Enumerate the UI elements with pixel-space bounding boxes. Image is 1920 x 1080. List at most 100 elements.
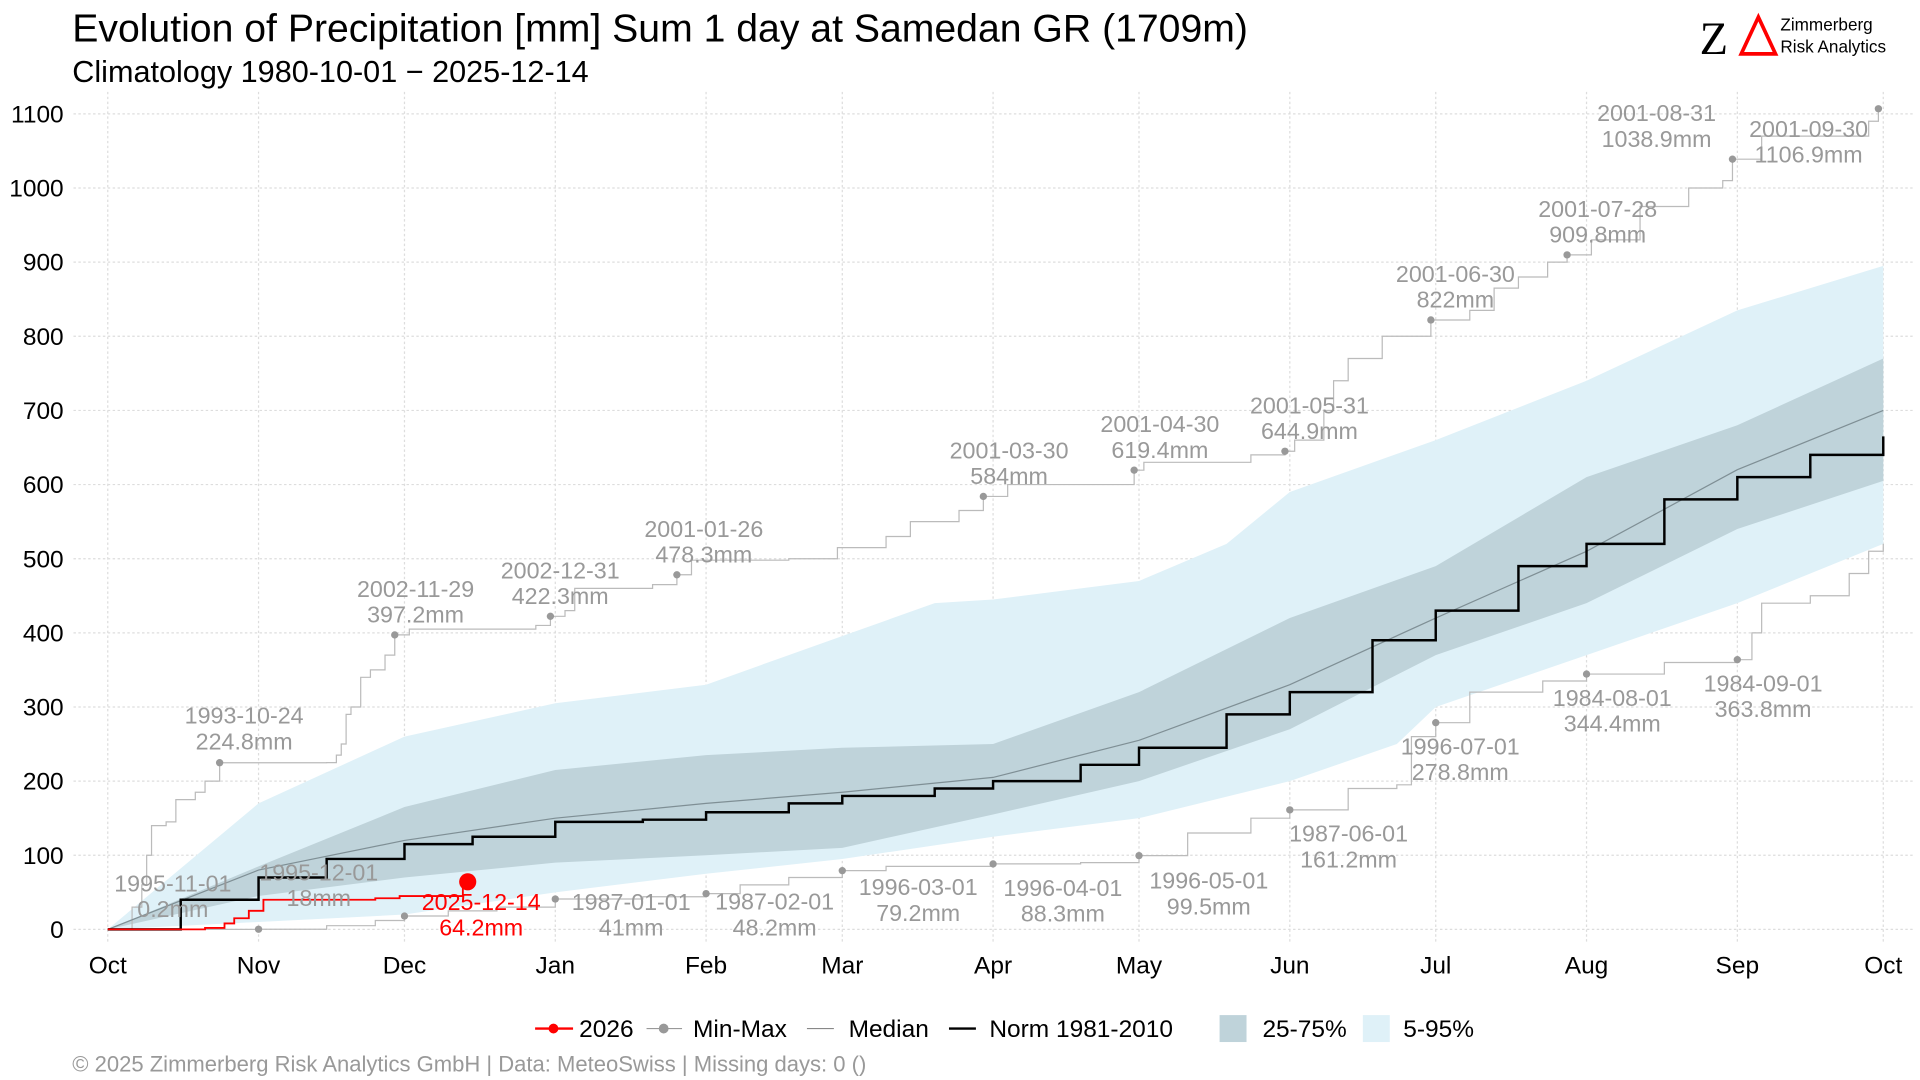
max-point <box>1563 251 1571 259</box>
points <box>215 105 1883 933</box>
y-tick-label: 500 <box>23 546 64 573</box>
min-line <box>107 543 1884 930</box>
x-tick-label: Apr <box>974 952 1012 979</box>
x-tick-label: Oct <box>89 952 127 979</box>
footer-credit: © 2025 Zimmerberg Risk Analytics GmbH | … <box>72 1051 866 1076</box>
max-label-value: 619.4mm <box>1111 437 1208 463</box>
x-tick-label: Nov <box>237 952 281 979</box>
min-label-value: 278.8mm <box>1412 759 1509 785</box>
max-line <box>107 108 1880 930</box>
min-point <box>551 895 559 903</box>
max-point <box>1874 105 1883 113</box>
min-label-value: 363.8mm <box>1715 696 1812 722</box>
current-line <box>107 881 469 931</box>
min-point <box>989 860 997 868</box>
legend-label: Median <box>849 1016 929 1043</box>
legend-item-5-95: 5-95% <box>1362 1015 1474 1043</box>
min-label-value: 18mm <box>286 885 351 911</box>
min-point <box>1135 851 1143 860</box>
max-point <box>391 631 399 639</box>
max-label-value: 1106.9mm <box>1755 142 1863 168</box>
y-tick-label: 1100 <box>11 101 64 128</box>
min-label-date: 1987-01-01 <box>572 889 691 915</box>
min-label-value: 41mm <box>599 915 664 941</box>
y-tick-label: 900 <box>23 250 64 277</box>
min-label-date: 1996-05-01 <box>1149 868 1268 894</box>
legend-dot-icon <box>658 1023 669 1034</box>
max-label-value: 224.8mm <box>196 728 293 754</box>
max-label-value: 822mm <box>1417 287 1495 313</box>
min-label-value: 0.2mm <box>137 896 208 922</box>
logo-line2: Risk Analytics <box>1780 37 1886 57</box>
x-tick-label: Jun <box>1270 952 1309 979</box>
legend-label: Min-Max <box>693 1016 787 1043</box>
min-label-value: 99.5mm <box>1167 893 1251 919</box>
max-point <box>979 492 988 501</box>
x-tick-label: Jul <box>1420 952 1451 979</box>
current-point <box>459 873 477 891</box>
max-label-value: 1038.9mm <box>1602 126 1712 152</box>
x-tick-label: Dec <box>383 952 427 979</box>
min-label-date: 1996-04-01 <box>1003 875 1122 901</box>
min-label-date: 1984-08-01 <box>1553 685 1672 711</box>
max-point <box>1281 447 1289 455</box>
y-tick-label: 600 <box>23 472 64 499</box>
max-label-date: 2001-08-31 <box>1597 100 1716 126</box>
legend-label: 5-95% <box>1403 1016 1474 1043</box>
x-tick-label: Aug <box>1565 952 1609 979</box>
logo-line1: Zimmerberg <box>1780 15 1872 35</box>
current-label-value: 64.2mm <box>439 915 523 941</box>
min-label-date: 1987-02-01 <box>715 889 834 915</box>
min-point <box>1582 670 1591 678</box>
legend-item-25-75: 25-75% <box>1219 1015 1347 1043</box>
legend-dot-icon <box>548 1023 559 1034</box>
legend-item-median: Median <box>806 1016 929 1043</box>
logo-delta-icon <box>1738 12 1779 56</box>
max-point <box>1427 316 1435 324</box>
chart-subtitle: Climatology 1980-10-01 − 2025-12-14 <box>72 55 588 89</box>
min-point <box>838 866 846 875</box>
x-tick-label: Jan <box>536 952 575 979</box>
min-label-date: 1995-11-01 <box>114 870 231 896</box>
x-tick-label: Sep <box>1716 952 1760 979</box>
band-5-95 <box>107 265 1884 930</box>
min-label-date: 1996-03-01 <box>859 874 978 900</box>
max-label-value: 584mm <box>970 463 1048 489</box>
max-point <box>1130 466 1138 474</box>
min-label-value: 79.2mm <box>876 900 960 926</box>
x-tick-label: Mar <box>821 952 863 979</box>
max-label-value: 644.9mm <box>1261 418 1358 444</box>
max-label-value: 909.8mm <box>1549 222 1646 248</box>
legend-item-2026: 2026 <box>535 1016 634 1043</box>
max-point <box>215 759 224 767</box>
max-label-date: 2001-01-26 <box>644 516 763 542</box>
min-label-value: 344.4mm <box>1564 711 1661 737</box>
legend-item-norm: Norm 1981-2010 <box>948 1016 1173 1043</box>
min-point <box>254 925 263 933</box>
band-25-75 <box>107 358 1884 930</box>
min-label-value: 88.3mm <box>1021 900 1105 926</box>
min-point <box>1286 806 1294 814</box>
legend-label: 25-75% <box>1262 1016 1346 1043</box>
max-point <box>673 571 681 579</box>
current-label-date: 2025-12-14 <box>422 889 541 915</box>
legend-label: Norm 1981-2010 <box>989 1016 1173 1043</box>
x-tick-label: May <box>1116 952 1163 979</box>
min-point <box>400 912 409 920</box>
max-label-date: 2001-03-30 <box>950 437 1069 463</box>
max-label-date: 2001-09-30 <box>1749 116 1868 142</box>
max-label-value: 478.3mm <box>655 542 752 568</box>
legend-item-min-max: Min-Max <box>646 1016 787 1043</box>
chart-title: Evolution of Precipitation [mm] Sum 1 da… <box>72 8 1248 51</box>
min-point <box>702 889 710 898</box>
y-tick-label: 700 <box>23 398 64 425</box>
max-point <box>1728 155 1737 163</box>
max-label-date: 2001-04-30 <box>1100 411 1219 437</box>
logo-z: Z <box>1700 14 1728 65</box>
y-tick-label: 300 <box>23 695 64 722</box>
max-label-date: 2001-07-28 <box>1538 196 1657 222</box>
y-tick-label: 800 <box>23 324 64 351</box>
y-tick-label: 200 <box>23 769 64 796</box>
